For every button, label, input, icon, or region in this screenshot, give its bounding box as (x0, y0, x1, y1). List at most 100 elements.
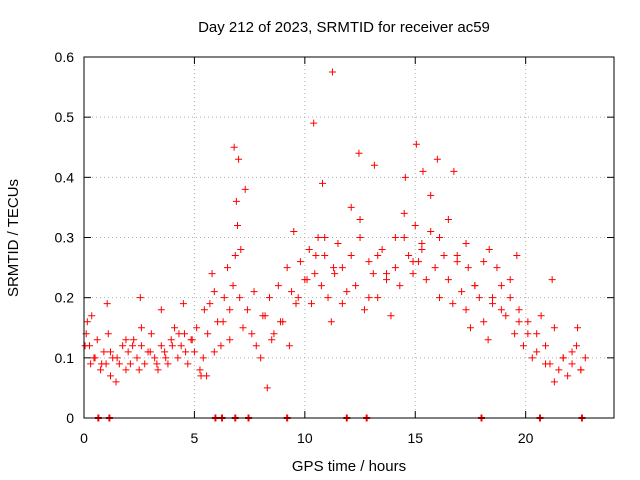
data-point (515, 318, 523, 326)
data-point (391, 264, 399, 272)
data-point (199, 354, 207, 362)
data-point (126, 360, 134, 368)
data-point (453, 252, 461, 260)
data-point (559, 354, 567, 362)
data-point (229, 282, 237, 290)
data-points (81, 68, 589, 422)
data-point (157, 306, 165, 314)
data-point (91, 354, 99, 362)
data-point (412, 140, 420, 148)
data-point (174, 354, 182, 362)
data-point (383, 276, 391, 284)
data-point (485, 246, 493, 254)
data-point (130, 336, 138, 344)
data-point (310, 119, 318, 127)
data-point (277, 318, 285, 326)
data-point (252, 342, 260, 350)
data-point (572, 342, 580, 350)
data-point (574, 324, 582, 332)
data-point (219, 318, 227, 326)
x-axis: 0 5 10 15 20 (80, 57, 534, 446)
data-point (533, 348, 541, 356)
data-point (250, 288, 258, 296)
data-point (290, 227, 298, 235)
data-point (356, 215, 364, 223)
data-point (177, 342, 185, 350)
data-point (528, 354, 536, 362)
data-point (378, 246, 386, 254)
data-point (305, 246, 313, 254)
data-point (475, 294, 483, 302)
data-point (542, 342, 550, 350)
data-point (241, 185, 249, 193)
data-point (112, 378, 120, 386)
data-point (243, 306, 251, 314)
data-point (154, 366, 162, 374)
data-point (374, 294, 382, 302)
data-point (217, 342, 225, 350)
data-point (321, 234, 329, 241)
data-point (458, 288, 466, 296)
data-point (303, 276, 311, 284)
data-point (471, 282, 479, 290)
data-point (440, 252, 448, 260)
data-point (168, 342, 176, 350)
data-point (419, 167, 427, 175)
data-point (184, 360, 192, 368)
data-point (352, 282, 360, 290)
data-point (86, 342, 94, 350)
data-point (113, 354, 121, 362)
data-point (98, 360, 106, 368)
data-point (137, 342, 145, 350)
data-point (146, 348, 154, 356)
data-point (133, 354, 141, 362)
x-axis-title: GPS time / hours (292, 458, 406, 475)
data-point (193, 324, 201, 332)
data-point (135, 366, 143, 374)
data-point (484, 336, 492, 344)
data-point (210, 348, 218, 356)
data-point (497, 306, 505, 314)
data-point (418, 246, 426, 254)
data-point (524, 330, 532, 338)
data-point (103, 300, 111, 308)
data-point (564, 372, 572, 380)
data-point (327, 318, 335, 326)
data-point (263, 384, 271, 392)
data-point (519, 342, 527, 350)
y-tick-label: 0.3 (55, 230, 75, 246)
data-point (179, 300, 187, 308)
data-point (171, 324, 179, 332)
data-point (314, 234, 322, 241)
data-point (328, 68, 336, 76)
data-point (124, 348, 132, 356)
data-point (137, 324, 145, 332)
data-point (537, 312, 545, 320)
data-point (317, 282, 325, 290)
data-point (147, 330, 155, 338)
data-point (285, 342, 293, 350)
data-point (409, 270, 417, 278)
data-point (347, 203, 355, 211)
data-point (369, 270, 377, 278)
y-tick-label: 0 (66, 410, 74, 426)
data-point (104, 330, 112, 338)
data-point (122, 336, 130, 344)
data-point (270, 330, 278, 338)
data-point (190, 348, 198, 356)
data-point (489, 294, 497, 302)
data-point (480, 318, 488, 326)
data-point (294, 294, 302, 302)
y-tick-label: 0.6 (55, 49, 75, 65)
data-point (383, 270, 391, 278)
data-point (259, 312, 267, 320)
y-tick-label: 0.1 (55, 350, 75, 366)
data-point (506, 276, 514, 284)
data-point (164, 360, 172, 368)
data-point (200, 306, 208, 314)
data-point (167, 336, 175, 344)
data-point (338, 300, 346, 308)
data-point (502, 312, 510, 320)
data-point (338, 264, 346, 272)
plot-frame (83, 56, 615, 419)
